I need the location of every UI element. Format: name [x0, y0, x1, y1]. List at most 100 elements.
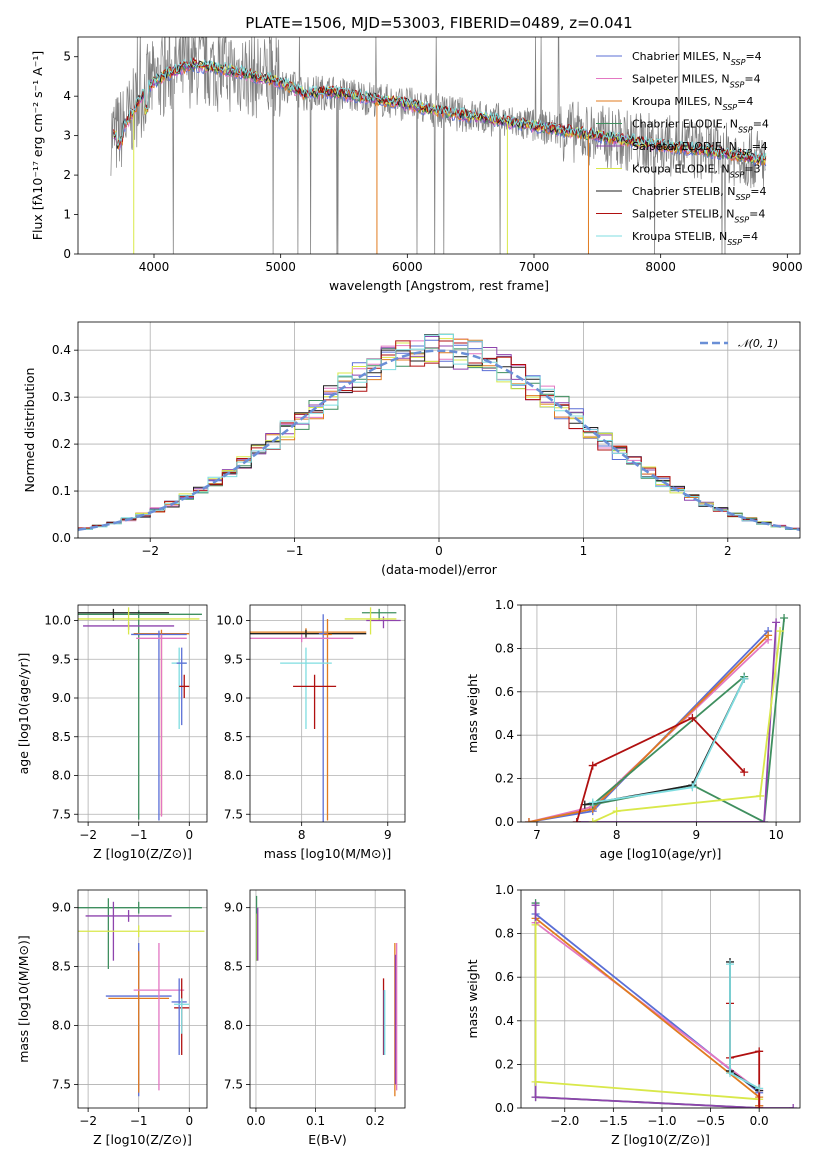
weight-lines	[524, 614, 789, 822]
x-tick-label: −2	[79, 828, 97, 842]
legend-subscript: SSP	[731, 58, 746, 67]
y-tick-label: 0.1	[52, 484, 71, 498]
y-axis-label: mass [log10(M/M⊙)]	[16, 935, 31, 1063]
y-tick-label: 1.0	[495, 598, 514, 612]
weight-point-marker	[588, 761, 597, 770]
y-tick-label: 8.5	[224, 730, 243, 744]
x-tick-label: 9000	[772, 260, 803, 274]
x-tick-label: −1.5	[599, 1114, 628, 1128]
x-tick-label: −1	[286, 544, 304, 558]
y-tick-label: 3	[63, 129, 71, 143]
weight-point-marker	[755, 1104, 764, 1108]
weight-point-marker	[740, 768, 749, 777]
x-axis-label: Z [log10(Z/Z⊙)]	[93, 1132, 192, 1147]
weight-series-line	[575, 716, 745, 822]
axes-frame	[77, 36, 801, 255]
x-tick-label: 0.0	[246, 1114, 265, 1128]
y-tick-label: 9.0	[52, 901, 71, 915]
y-tick-label: 9.0	[224, 691, 243, 705]
axes-frame	[520, 889, 801, 1109]
weight-point-marker	[760, 818, 769, 822]
weight-vs-age-panel: 7 8 9 10 0.0 0.2 0.4 0.6 0.8 1.0 age [log10(age/yr…	[465, 598, 801, 861]
x-tick-label: −1	[130, 1114, 148, 1128]
x-axis-label: E(B-V)	[308, 1132, 347, 1147]
spectrum-traces	[110, 37, 767, 254]
y-tick-label: 4	[63, 89, 71, 103]
weight-point-marker	[688, 713, 697, 722]
x-tick-label: 4000	[139, 260, 170, 274]
weight-series-line	[576, 622, 777, 822]
weight-series-line	[592, 630, 781, 822]
age-vs-metallicity-panel: −2 −1 0 7.5 8.0 8.5 9.0 9.5 10.0 Z [log10(Z/Z⊙)] a…	[16, 604, 208, 861]
y-tick-label: 10.0	[216, 614, 243, 628]
weight-point-marker	[612, 807, 621, 816]
legend-label: Salpeter MILES, NSSP=4	[632, 73, 761, 90]
x-tick-label: 0.1	[306, 1114, 325, 1128]
model-spectrum-line	[113, 57, 767, 161]
legend-label: Kroupa STELIB, NSSP=4	[632, 230, 758, 247]
weight-point-marker	[755, 1047, 764, 1056]
x-tick-label: 0	[185, 1114, 193, 1128]
legend-count: =4	[745, 50, 761, 63]
y-tick-label: 0.0	[495, 815, 514, 829]
y-tick-label: 0.8	[495, 927, 514, 941]
normal-curve-line	[78, 349, 800, 532]
y-tick-label: 8.5	[52, 730, 71, 744]
legend-subscript: SSP	[722, 103, 737, 112]
y-tick-label: 9.5	[224, 652, 243, 666]
axes-frame	[77, 889, 208, 1109]
x-axis-label: wavelength [Angstrom, rest frame]	[329, 278, 549, 293]
y-tick-label: 8.0	[224, 769, 243, 783]
y-axis-label: age [log10(age/yr)]	[16, 653, 31, 775]
weight-point-marker	[531, 920, 540, 929]
weight-point-marker	[588, 818, 597, 822]
legend-count: =4	[744, 73, 760, 86]
histogram-group	[78, 333, 800, 532]
y-tick-label: 0.6	[495, 685, 514, 699]
x-tick-label: −2	[79, 1114, 97, 1128]
weight-point-marker	[531, 901, 540, 910]
x-axis-label: Z [log10(Z/Z⊙)]	[93, 846, 192, 861]
errorbar-group	[250, 607, 401, 822]
x-tick-label: 0.0	[750, 1114, 769, 1128]
errorbar-group	[78, 898, 205, 1097]
weight-point-marker	[531, 1093, 540, 1102]
x-axis-label: age [log10(age/yr)]	[600, 846, 722, 861]
legend-subscript: SSP	[734, 215, 749, 224]
y-tick-label: 2	[63, 168, 71, 182]
weight-point-marker	[524, 818, 533, 822]
x-tick-label: 7000	[519, 260, 550, 274]
y-tick-label: 0.4	[52, 343, 71, 357]
weight-point-marker	[726, 1069, 735, 1078]
legend-count: =4	[753, 118, 769, 131]
y-tick-label: 1	[63, 208, 71, 222]
legend-label: Chabrier ELODIE, NSSP=4	[632, 118, 769, 135]
x-axis-label: mass [log10(M/M⊙)]	[264, 846, 392, 861]
x-tick-label: 1	[580, 544, 588, 558]
legend-count: =4	[750, 185, 766, 198]
weight-point-marker	[572, 818, 581, 822]
y-tick-label: 0.6	[495, 970, 514, 984]
weight-point-marker	[531, 1077, 540, 1086]
x-tick-label: −0.5	[696, 1114, 725, 1128]
y-tick-label: 0.2	[495, 1057, 514, 1071]
x-tick-label: 8	[613, 828, 621, 842]
x-tick-label: 7	[533, 828, 541, 842]
weight-point-marker	[776, 627, 785, 636]
weight-point-marker	[764, 631, 773, 640]
legend-count: =3	[744, 163, 760, 176]
model-spectrum-line	[113, 56, 767, 163]
y-tick-label: 9.0	[52, 691, 71, 705]
model-spectrum-line	[113, 59, 767, 164]
errorbar-group	[255, 895, 398, 1097]
y-tick-label: 7.5	[52, 1077, 71, 1091]
y-tick-label: 10.0	[44, 614, 71, 628]
y-axis-label: mass weight	[465, 674, 480, 753]
weight-point-marker	[726, 960, 735, 969]
x-tick-label: 0	[185, 828, 193, 842]
y-tick-label: 7.5	[224, 1077, 243, 1091]
legend-label: Chabrier MILES, NSSP=4	[632, 50, 762, 67]
weight-point-marker	[588, 798, 597, 807]
legend-count: =4	[737, 95, 753, 108]
